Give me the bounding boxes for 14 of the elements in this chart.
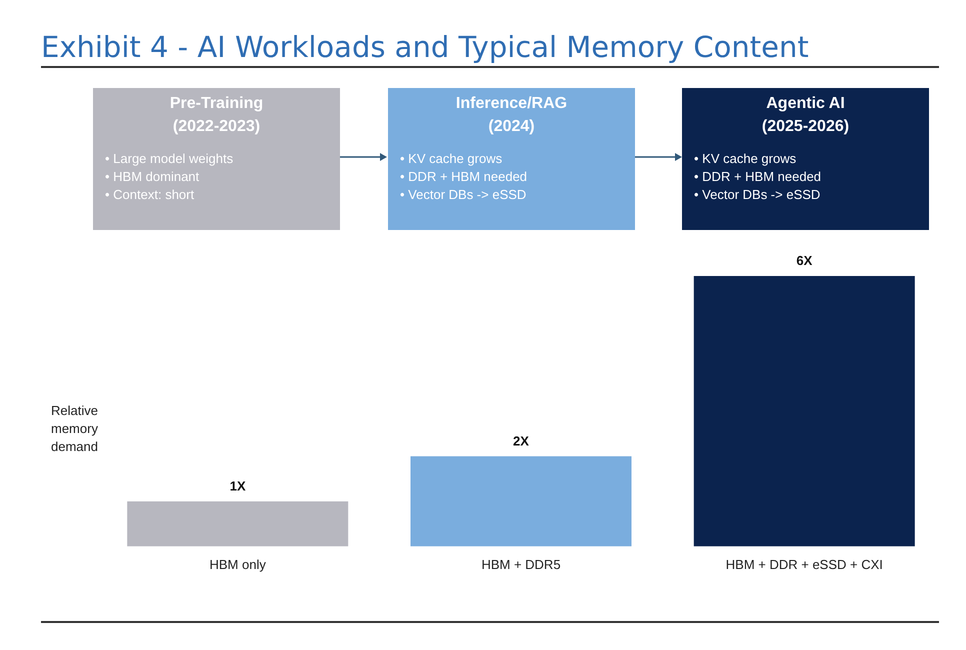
x-tick-label: HBM only xyxy=(209,556,266,572)
x-tick-label: HBM + DDR + eSSD + CXI xyxy=(726,556,883,572)
text: Inference/RAG (2024) xyxy=(454,94,568,137)
text: Pre-Training (2022-2023) xyxy=(168,94,264,137)
chart-title: Exhibit 4 - AI Workloads and Typical Memory Content xyxy=(41,30,809,64)
y-axis-title: Relative memory demand xyxy=(51,402,99,456)
text: • Large model weights • HBM dominant • Context: short xyxy=(105,150,234,204)
text: • KV cache grows • DDR + HBM needed • Vector DBs -> eSSD xyxy=(694,150,822,204)
x-tick-label: HBM + DDR5 xyxy=(481,556,561,572)
data-label: 6X xyxy=(796,253,813,268)
text: • KV cache grows • DDR + HBM needed • Vector DBs -> eSSD xyxy=(400,150,528,204)
text: Agentic AI (2025-2026) xyxy=(760,94,850,137)
data-label: 1X xyxy=(230,478,246,494)
data-label: 2X xyxy=(513,433,530,448)
